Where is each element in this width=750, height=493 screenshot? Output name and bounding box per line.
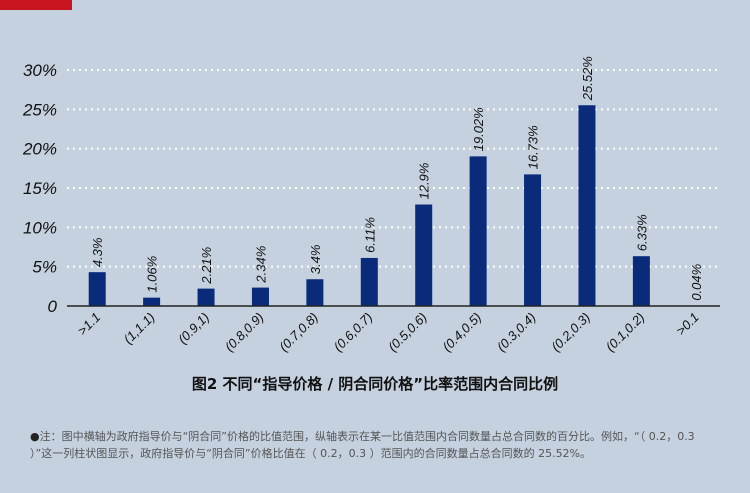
bar bbox=[88, 272, 106, 306]
bar bbox=[469, 156, 487, 306]
bar bbox=[524, 174, 542, 306]
bar bbox=[632, 256, 650, 306]
y-axis-ticks: 0 5% 10% 15% 20% 25% 30% bbox=[22, 61, 58, 316]
x-tick-label: (0.3,0.4) bbox=[494, 310, 539, 355]
grid-lines bbox=[67, 69, 720, 268]
bar bbox=[251, 287, 269, 306]
y-tick-label: 15% bbox=[23, 179, 57, 198]
x-tick-label: (1,1.1) bbox=[121, 310, 158, 347]
data-label: 6.33% bbox=[634, 214, 649, 251]
data-label: 4.3% bbox=[90, 238, 105, 268]
y-tick-label: 10% bbox=[23, 218, 57, 237]
data-label: 2.21% bbox=[199, 247, 214, 285]
x-tick-label: (0.7,0.8) bbox=[276, 310, 321, 355]
data-label: 2.34% bbox=[253, 246, 268, 284]
x-tick-label: (0.9,1) bbox=[175, 310, 212, 347]
y-tick-label: 5% bbox=[32, 258, 57, 277]
y-tick-label: 25% bbox=[22, 100, 57, 119]
data-label: 6.11% bbox=[362, 217, 377, 253]
y-tick-label: 20% bbox=[22, 140, 57, 159]
data-label: 0.04% bbox=[689, 264, 704, 301]
bar bbox=[578, 105, 596, 306]
x-tick-label: >1.1 bbox=[75, 310, 104, 339]
bar bbox=[143, 297, 161, 306]
bar bbox=[197, 288, 215, 306]
data-label: 16.73% bbox=[526, 125, 541, 169]
chart-title: 图2 不同“指导价格 / 阴合同价格”比率范围内合同比例 bbox=[191, 375, 559, 393]
data-label: 1.06% bbox=[145, 256, 160, 293]
x-tick-label: (0.2,0.3) bbox=[548, 310, 593, 355]
bar bbox=[360, 257, 378, 306]
x-tick-label: >0.1 bbox=[673, 310, 702, 339]
y-tick-label: 30% bbox=[23, 61, 57, 80]
bar bbox=[415, 204, 433, 306]
note-bullet: ● bbox=[30, 430, 40, 443]
bars bbox=[88, 105, 705, 306]
y-tick-label: 0 bbox=[48, 297, 58, 316]
data-label: 19.02% bbox=[471, 107, 486, 151]
data-label: 12.9% bbox=[417, 163, 432, 200]
x-tick-label: (0.1,0.2) bbox=[603, 310, 648, 355]
data-label: 3.4% bbox=[308, 245, 323, 275]
x-tick-label: (0.6,0.7) bbox=[331, 310, 376, 355]
data-label: 25.52% bbox=[580, 56, 595, 101]
x-axis-ticks: >1.1 (1,1.1) (0.9,1) (0.8,0.9) (0.7,0.8) (0.6… bbox=[75, 310, 702, 355]
header-accent-bar bbox=[0, 0, 72, 10]
chart-note: ●注：图中横轴为政府指导价与“阴合同”价格的比值范围，纵轴表示在某一比值范围内合… bbox=[30, 428, 720, 462]
data-labels: 4.3% 1.06% 2.21% 2.34% 3.4% 6.11% 12.9% 19.02% 1… bbox=[90, 56, 704, 301]
bar bbox=[306, 279, 324, 306]
x-tick-label: (0.8,0.9) bbox=[222, 310, 267, 355]
bar-chart: 0 5% 10% 15% 20% 25% 30% 4.3% 1.06% 2.21% 2.34% 3.… bbox=[22, 56, 720, 355]
x-tick-label: (0.5,0.6) bbox=[385, 310, 430, 355]
x-tick-label: (0.4,0.5) bbox=[439, 310, 484, 355]
note-text: 注：图中横轴为政府指导价与“阴合同”价格的比值范围，纵轴表示在某一比值范围内合同… bbox=[30, 430, 695, 460]
